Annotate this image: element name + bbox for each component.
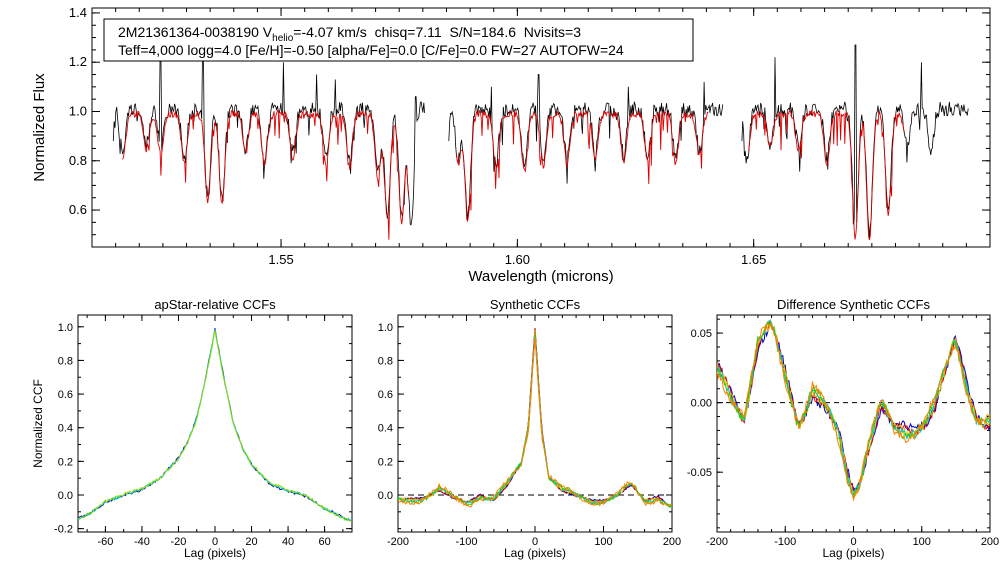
- x-tick-label: 200: [981, 536, 999, 548]
- y-tick-label: 1.2: [69, 54, 87, 69]
- x-tick-label: 0: [532, 536, 538, 548]
- x-tick-label: -200: [387, 536, 409, 548]
- y-tick-label: 0.4: [58, 423, 73, 435]
- x-tick-label: 20: [245, 536, 257, 548]
- x-tick-label: 1.60: [505, 252, 530, 267]
- spectrum-observed-chip-1: [112, 47, 425, 226]
- spectrum-model-chip-3: [748, 110, 905, 241]
- spectrum-model-chip-1: [122, 109, 409, 240]
- y-tick-label: -0.2: [54, 524, 73, 536]
- series-line-visit-2: [398, 328, 672, 509]
- series-line-combined: [398, 337, 672, 508]
- x-tick-label: 100: [913, 536, 931, 548]
- x-tick-label: 1.55: [268, 252, 293, 267]
- info-sn: S/N=184.6: [449, 24, 516, 40]
- x-axis-label: Lag (pixels): [504, 546, 566, 560]
- series-line-visit-1: [398, 328, 672, 508]
- series-line-visit-1: [78, 328, 352, 521]
- y-tick-label: -0.05: [687, 467, 712, 479]
- y-tick-label: 1.4: [69, 5, 87, 20]
- y-tick-label: 0.05: [691, 328, 712, 340]
- x-tick-label: -200: [706, 536, 728, 548]
- info-line-2: Teff=4,000 logg=4.0 [Fe/H]=-0.50 [alpha/…: [118, 42, 624, 58]
- y-tick-label: 0.4: [378, 423, 393, 435]
- y-tick-label: 0.6: [69, 202, 87, 217]
- info-vhelio-label: V: [263, 24, 273, 40]
- x-axis-label: Lag (pixels): [822, 546, 884, 560]
- x-tick-label: 100: [594, 536, 612, 548]
- x-tick-label: -20: [171, 536, 187, 548]
- x-axis-label: Wavelength (microns): [468, 268, 613, 285]
- series-line-visit-3: [78, 330, 352, 522]
- info-chisq: chisq=7.11: [375, 24, 442, 40]
- info-nvisits: Nvisits=3: [524, 24, 581, 40]
- info-box: [103, 18, 694, 62]
- y-tick-label: 1.0: [58, 322, 73, 334]
- x-tick-label: -100: [455, 536, 477, 548]
- spectrum-observed-chip-3: [741, 44, 969, 238]
- y-tick-label: 0.6: [58, 389, 73, 401]
- series-line-visit-3: [717, 318, 990, 498]
- x-tick-label: 60: [318, 536, 330, 548]
- y-tick-label: 0.0: [58, 490, 73, 502]
- spacer: [367, 24, 375, 40]
- x-tick-label: 0: [850, 536, 856, 548]
- y-axis-label: Normalized CCF: [31, 379, 45, 468]
- chart-title: apStar-relative CCFs: [154, 297, 276, 312]
- spectrum-observed-chip-2: [448, 74, 724, 222]
- y-tick-label: 0.8: [378, 355, 393, 367]
- x-axis-label: Lag (pixels): [184, 546, 246, 560]
- spacer: [516, 24, 524, 40]
- x-tick-label: 0: [212, 536, 218, 548]
- spacer: [442, 24, 450, 40]
- y-tick-label: 0.8: [58, 355, 73, 367]
- info-vhelio-value: =-4.07 km/s: [293, 24, 367, 40]
- series-line-visit-4: [398, 335, 672, 508]
- info-id-text: 2M21361364-0038190: [118, 24, 259, 40]
- x-tick-label: 40: [282, 536, 294, 548]
- x-tick-label: -100: [774, 536, 796, 548]
- y-tick-label: 0.2: [378, 456, 393, 468]
- y-tick-label: 0.00: [691, 398, 712, 410]
- y-tick-label: 1.0: [69, 103, 87, 118]
- info-line-1: 2M21361364-0038190 Vhelio=-4.07 km/s chi…: [118, 24, 581, 44]
- series-line-visit-2: [78, 329, 352, 522]
- x-tick-label: -40: [134, 536, 150, 548]
- x-tick-label: -60: [97, 536, 113, 548]
- y-tick-label: 0.0: [378, 490, 393, 502]
- series-line-visit-5: [398, 334, 672, 508]
- y-tick-label: 0.2: [58, 456, 73, 468]
- spectrum-model-chip-2: [456, 109, 709, 223]
- x-tick-label: 1.65: [741, 252, 766, 267]
- y-tick-label: 0.8: [69, 153, 87, 168]
- info-vhelio-sub: helio: [272, 33, 294, 44]
- series-line-combined: [717, 322, 990, 502]
- chart-title: Difference Synthetic CCFs: [777, 297, 930, 312]
- y-tick-label: 0.6: [378, 389, 393, 401]
- y-tick-label: 1.0: [378, 322, 393, 334]
- series-line-visit-3: [398, 329, 672, 509]
- chart-title: Synthetic CCFs: [490, 297, 581, 312]
- x-tick-label: 200: [663, 536, 681, 548]
- plot-frame-ccf2: [397, 314, 673, 533]
- y-axis-label: Normalized Flux: [31, 73, 48, 182]
